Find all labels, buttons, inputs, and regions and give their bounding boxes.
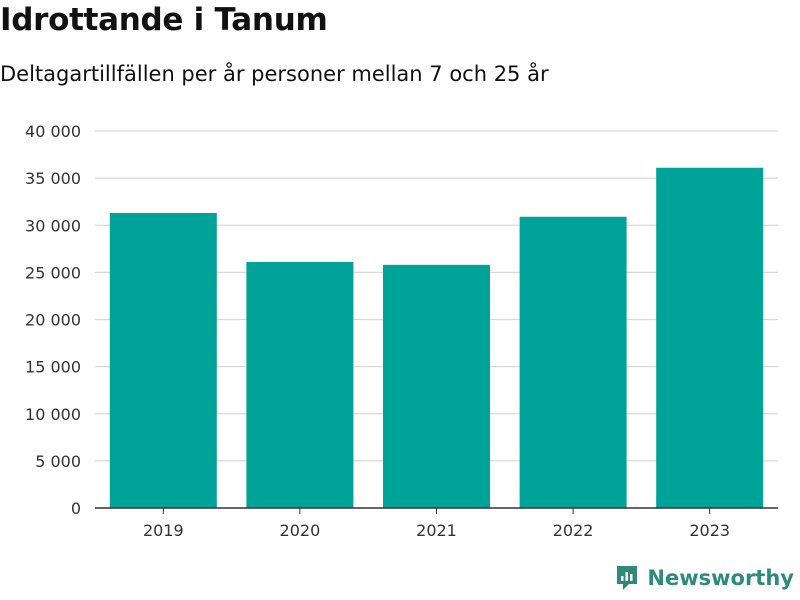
y-tick-label: 20 000 <box>25 311 81 330</box>
bar <box>109 212 217 508</box>
x-tick-label: 2023 <box>689 521 730 540</box>
y-tick-label: 10 000 <box>25 405 81 424</box>
x-tick-label: 2022 <box>553 521 594 540</box>
newsworthy-logo-icon <box>617 566 638 590</box>
y-tick-label: 30 000 <box>25 216 81 235</box>
brand-logo: Newsworthy <box>615 564 794 592</box>
x-tick-label: 2020 <box>280 521 321 540</box>
y-tick-label: 0 <box>71 499 81 518</box>
bar <box>656 167 764 508</box>
bar <box>519 216 627 508</box>
chart-subtitle: Deltagartillfällen per år personer mella… <box>0 62 549 86</box>
y-tick-label: 35 000 <box>25 169 81 188</box>
brand-name: Newsworthy <box>647 566 794 590</box>
x-tick-label: 2019 <box>143 521 184 540</box>
bar <box>383 264 490 508</box>
chart-title: Idrottande i Tanum <box>0 2 328 38</box>
y-tick-label: 25 000 <box>25 263 81 282</box>
x-tick-label: 2021 <box>416 521 457 540</box>
y-tick-label: 40 000 <box>25 122 81 141</box>
y-tick-label: 15 000 <box>25 358 81 377</box>
y-tick-label: 5 000 <box>35 452 81 471</box>
bar <box>246 262 354 508</box>
